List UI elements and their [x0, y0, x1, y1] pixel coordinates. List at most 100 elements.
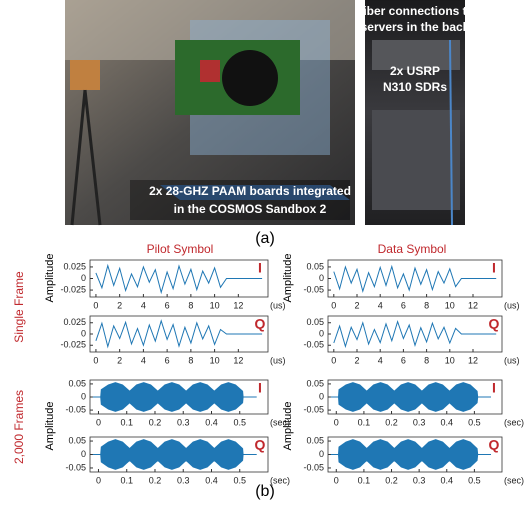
x-tick-label: 8	[424, 300, 429, 310]
row-label: 2,000 Frames	[12, 390, 26, 464]
x-unit: (us)	[270, 355, 286, 365]
x-tick-label: 0.2	[149, 417, 162, 427]
x-tick-label: 2	[354, 300, 359, 310]
y-tick-label: 0.025	[63, 261, 86, 271]
x-unit: (us)	[504, 300, 520, 310]
x-tick-label: 0.1	[358, 475, 371, 485]
y-tick-label: 0.05	[68, 378, 86, 388]
y-tick-label: 0	[319, 273, 324, 283]
x-unit: (sec)	[504, 475, 524, 485]
x-tick-label: 0	[331, 300, 336, 310]
y-tick-label: -0.025	[60, 284, 86, 294]
panel-label: (a)	[255, 230, 275, 247]
photo-right: Fiber connections to servers in the back…	[356, 0, 474, 225]
x-tick-label: 0.4	[205, 475, 218, 485]
x-tick-label: 4	[141, 300, 146, 310]
x-unit: (sec)	[270, 417, 290, 427]
signal-envelope	[331, 440, 491, 470]
x-tick-label: 0.5	[233, 417, 246, 427]
y-axis-label: Amplitude	[44, 254, 56, 303]
x-unit: (us)	[270, 300, 286, 310]
x-tick-label: 4	[378, 355, 383, 365]
x-tick-label: 12	[468, 355, 478, 365]
channel-label: I	[492, 260, 496, 276]
y-tick-label: -0.05	[303, 284, 324, 294]
y-tick-label: 0	[81, 449, 86, 459]
signal-envelope	[331, 383, 491, 412]
x-tick-label: 0	[334, 475, 339, 485]
photo-caption: servers in the back	[361, 20, 470, 34]
x-tick-label: 0	[334, 417, 339, 427]
y-tick-label: 0.05	[68, 435, 86, 445]
page: { "photos": { "left_caption": ["2x 28-GH…	[0, 0, 530, 502]
x-tick-label: 4	[378, 300, 383, 310]
y-axis-label: Amplitude	[282, 254, 294, 303]
x-tick-label: 0.4	[205, 417, 218, 427]
x-unit: (sec)	[504, 417, 524, 427]
y-axis-label: Amplitude	[44, 402, 56, 451]
x-tick-label: 12	[468, 300, 478, 310]
y-tick-label: 0	[81, 328, 86, 338]
photo-caption: 2x USRP	[390, 64, 440, 78]
x-tick-label: 0.3	[413, 475, 426, 485]
x-tick-label: 10	[445, 300, 455, 310]
channel-label: Q	[255, 316, 266, 332]
x-tick-label: 8	[424, 355, 429, 365]
x-tick-label: 0	[93, 300, 98, 310]
y-tick-label: -0.05	[303, 404, 324, 414]
x-tick-label: 0	[93, 355, 98, 365]
x-tick-label: 6	[401, 300, 406, 310]
x-tick-label: 10	[210, 355, 220, 365]
x-tick-label: 8	[188, 300, 193, 310]
x-tick-label: 2	[354, 355, 359, 365]
photo-caption: in the COSMOS Sandbox 2	[174, 202, 327, 216]
x-tick-label: 8	[188, 355, 193, 365]
row-label: Single Frame	[12, 271, 26, 343]
y-tick-label: 0.025	[63, 317, 86, 327]
y-tick-label: -0.025	[60, 340, 86, 350]
x-tick-label: 0.2	[385, 417, 398, 427]
channel-label: I	[492, 380, 496, 396]
x-tick-label: 0.4	[441, 417, 454, 427]
y-tick-label: 0.05	[306, 317, 324, 327]
y-tick-label: -0.05	[65, 462, 86, 472]
x-tick-label: 12	[233, 300, 243, 310]
y-tick-label: 0	[319, 328, 324, 338]
x-tick-label: 12	[233, 355, 243, 365]
x-tick-label: 2	[117, 355, 122, 365]
channel-label: I	[258, 260, 262, 276]
x-tick-label: 0.2	[149, 475, 162, 485]
x-tick-label: 0.4	[441, 475, 454, 485]
x-tick-label: 0.5	[233, 475, 246, 485]
y-tick-label: -0.05	[303, 340, 324, 350]
x-tick-label: 6	[165, 355, 170, 365]
x-tick-label: 0.5	[468, 417, 481, 427]
x-tick-label: 0.1	[358, 417, 371, 427]
x-tick-label: 2	[117, 300, 122, 310]
y-tick-label: 0.05	[306, 378, 324, 388]
signal-envelope	[93, 440, 257, 470]
x-tick-label: 0	[331, 355, 336, 365]
x-tick-label: 6	[401, 355, 406, 365]
x-tick-label: 6	[165, 300, 170, 310]
photo-left: 2x 28-GHZ PAAM boards integrated in the …	[65, 0, 355, 225]
x-unit: (sec)	[270, 475, 290, 485]
photo-caption: N310 SDRs	[383, 80, 447, 94]
photo-caption: 2x 28-GHZ PAAM boards integrated	[149, 184, 351, 198]
channel-label: I	[258, 380, 262, 396]
x-tick-label: 0.3	[413, 417, 426, 427]
figure: 2x 28-GHZ PAAM boards integrated in the …	[0, 0, 530, 502]
x-tick-label: 0.5	[468, 475, 481, 485]
x-tick-label: 0.2	[385, 475, 398, 485]
x-tick-label: 0.3	[177, 417, 190, 427]
x-tick-label: 0.1	[120, 417, 133, 427]
y-tick-label: 0	[319, 449, 324, 459]
x-unit: (us)	[504, 355, 520, 365]
channel-label: Q	[489, 437, 500, 453]
photo-caption: Fiber connections to	[356, 4, 474, 18]
y-tick-label: 0.05	[306, 435, 324, 445]
x-tick-label: 10	[445, 355, 455, 365]
signal-envelope	[93, 383, 257, 412]
x-tick-label: 0	[96, 417, 101, 427]
x-tick-label: 0.3	[177, 475, 190, 485]
